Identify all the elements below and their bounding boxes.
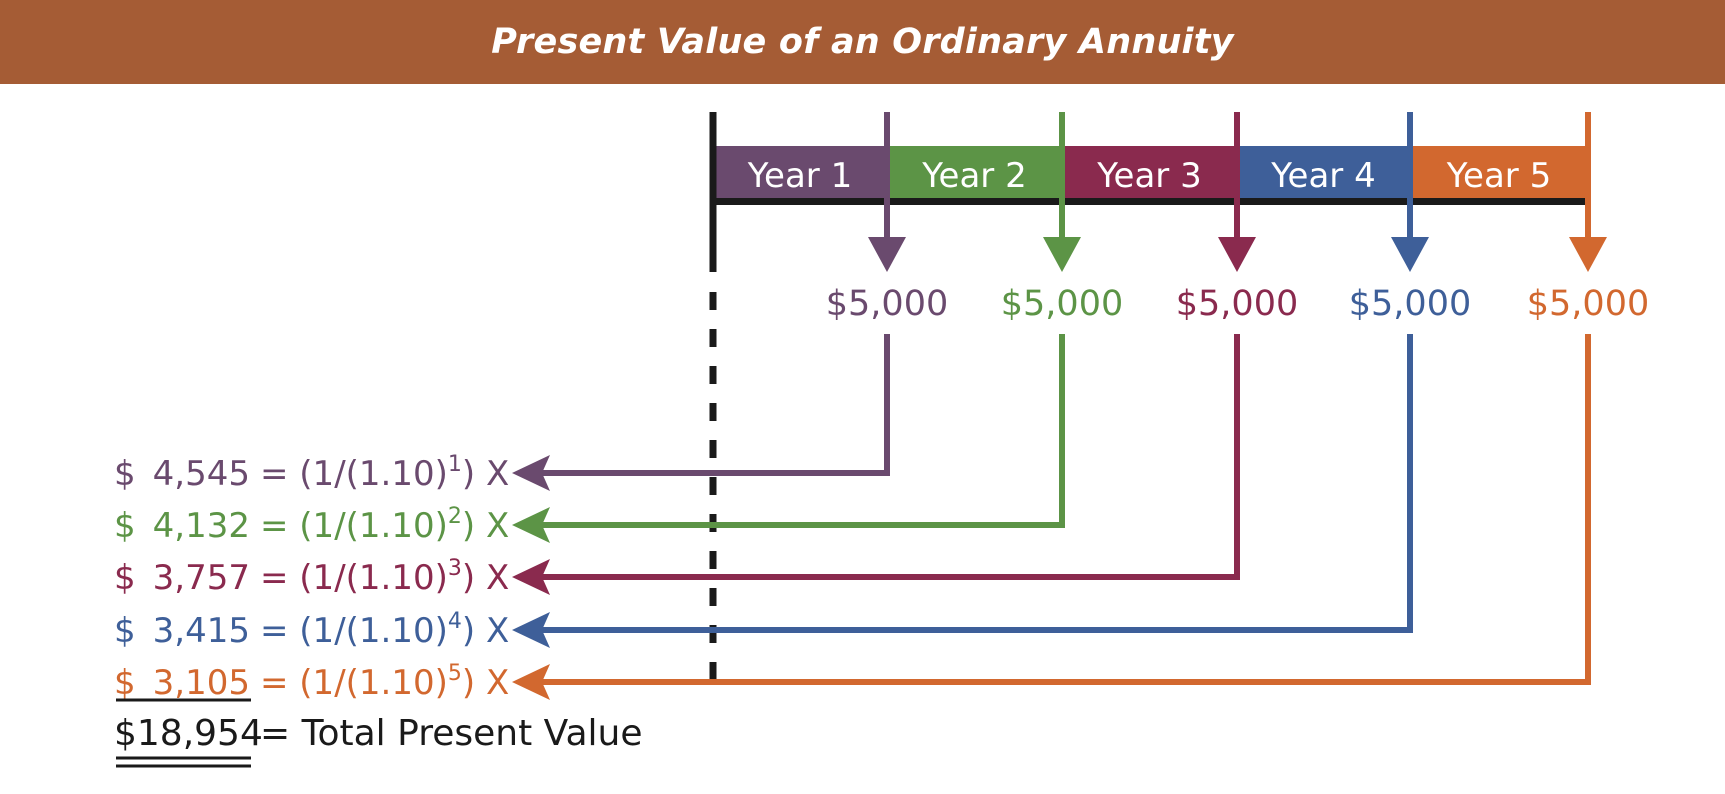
year-band-3 [1062,146,1237,200]
pv-formula-end: ) X [462,663,509,703]
diagram-title: Present Value of an Ordinary Annuity [491,22,1234,62]
discount-arrowhead-4 [512,612,550,648]
total-amount: $18,954 [114,713,263,754]
payment-amount-3: $5,000 [1176,284,1298,324]
pv-amount: 4,132 [153,506,250,546]
year-band-4 [1237,146,1410,200]
year-label-3: Year 3 [1096,156,1201,196]
pv-calculation-1: $4,545 = (1/(1.10)1) X [114,452,509,494]
pv-calculation-3: $3,757 = (1/(1.10)3) X [114,556,509,598]
year-band-5 [1410,146,1588,200]
pv-exponent: 5 [448,661,462,686]
year-label-5: Year 5 [1446,156,1551,196]
discount-path-1 [532,334,890,476]
pv-formula: = (1/(1.10) [260,611,448,651]
payment-arrowhead-5 [1569,237,1607,272]
payment-arrowhead-1 [868,237,906,272]
discount-arrowhead-5 [512,664,550,700]
discount-path-2 [532,334,1065,528]
year-band-1 [713,146,887,200]
discount-arrowhead-3 [512,559,550,595]
pv-dollar-sign: $ [114,663,136,703]
pv-formula: = (1/(1.10) [260,558,448,598]
year-label-1: Year 1 [747,156,852,196]
timeline-group: Year 1 Year 2 Year 3 Year 4 Year 5 $5,000 $ 4,5… [114,112,1649,768]
pv-formula-end: ) X [462,506,509,546]
pv-exponent: 2 [448,504,462,529]
payment-arrowhead-4 [1391,237,1429,272]
timeline-baseline [713,198,1588,205]
payment-amount-2: $5,000 [1001,284,1123,324]
pv-formula: = (1/(1.10) [260,454,448,494]
pv-amount: 4,545 [153,454,250,494]
payment-amount-5: $5,000 [1527,284,1649,324]
discount-path-5 [532,334,1591,685]
pv-amount: 3,105 [153,663,250,703]
discount-arrowhead-1 [512,455,550,491]
pv-formula: = (1/(1.10) [260,506,448,546]
payment-arrowhead-2 [1043,237,1081,272]
pv-dollar-sign: $ [114,506,136,546]
pv-amount: 3,415 [153,611,250,651]
year-band-2 [887,146,1062,200]
discount-arrowhead-2 [512,507,550,543]
payment-arrowhead-3 [1218,237,1256,272]
payment-amount-4: $5,000 [1349,284,1471,324]
pv-dollar-sign: $ [114,454,136,494]
pv-formula-end: ) X [462,611,509,651]
pv-exponent: 3 [448,556,462,581]
payment-amount-1: $5,000 [826,284,948,324]
total-label: = Total Present Value [260,713,643,754]
pv-dollar-sign: $ [114,611,136,651]
pv-calculation-5: $3,105 = (1/(1.10)5) X [114,661,509,703]
pv-calculation-4: $3,415 = (1/(1.10)4) X [114,609,509,651]
total-present-value: $18,954= Total Present Value [114,713,643,754]
pv-calculation-2: $4,132 = (1/(1.10)2) X [114,504,509,546]
pv-amount: 3,757 [153,558,250,598]
pv-formula-end: ) X [462,558,509,598]
discount-path-3 [532,334,1240,580]
title-banner: Present Value of an Ordinary Annuity [0,0,1725,84]
year-label-2: Year 2 [921,156,1026,196]
pv-exponent: 4 [448,609,462,634]
pv-formula-end: ) X [462,454,509,494]
header-background [0,0,1725,84]
pv-formula: = (1/(1.10) [260,663,448,703]
year-label-4: Year 4 [1270,156,1375,196]
pv-dollar-sign: $ [114,558,136,598]
discount-path-4 [532,334,1413,633]
pv-exponent: 1 [448,452,462,477]
